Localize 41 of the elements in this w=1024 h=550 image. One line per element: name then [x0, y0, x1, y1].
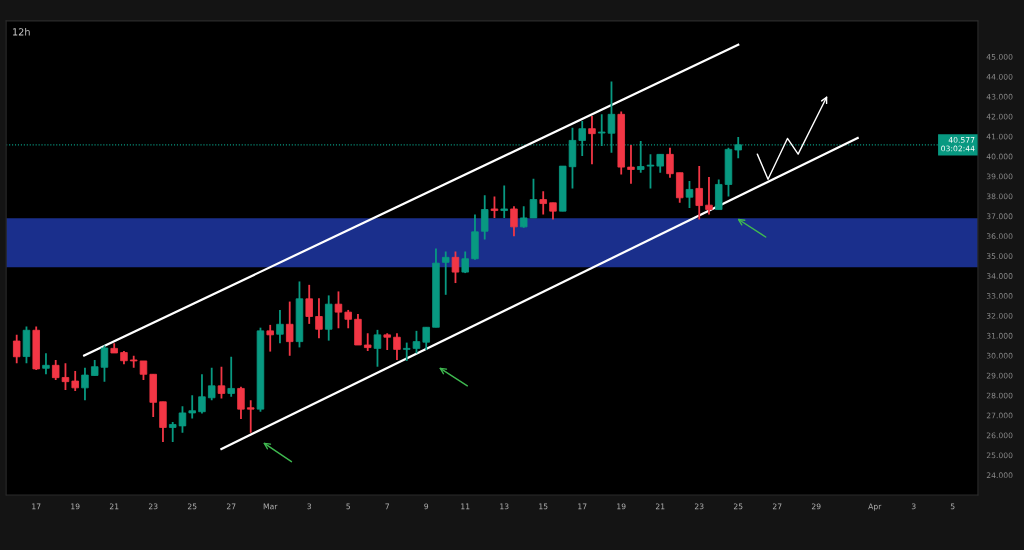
candlestick	[656, 153, 664, 174]
candlestick	[285, 300, 294, 357]
candlestick	[451, 250, 460, 284]
candlestick	[276, 309, 284, 345]
candlestick	[344, 309, 352, 330]
candlestick	[334, 290, 343, 330]
candlestick	[510, 205, 518, 238]
text: 12h	[13, 28, 30, 36]
candlestick	[237, 385, 245, 421]
candlestick	[490, 195, 499, 219]
candlestick	[529, 177, 538, 219]
candlestick	[246, 399, 255, 434]
candlestick	[412, 329, 421, 355]
candlestick	[519, 205, 528, 229]
candlestick	[266, 323, 274, 353]
candlestick	[685, 180, 694, 209]
candlestick	[12, 333, 21, 365]
candlestick	[198, 373, 206, 415]
candlestick	[393, 332, 401, 361]
candlestick	[480, 194, 489, 241]
candlestick	[315, 297, 323, 340]
candlestick	[422, 326, 430, 351]
candlestick	[705, 176, 713, 216]
candlestick	[646, 153, 655, 190]
candlestick	[402, 341, 411, 362]
candlestick	[217, 365, 226, 400]
candlestick	[666, 146, 674, 179]
candlestick	[500, 184, 508, 219]
candlestick	[627, 144, 635, 185]
candlestick	[207, 366, 216, 402]
candlestick	[539, 190, 547, 216]
candlestick	[188, 394, 196, 420]
candlestick	[71, 370, 79, 392]
candlestick	[373, 328, 382, 368]
candlestick	[227, 355, 235, 398]
candlestick	[305, 283, 313, 325]
candlestick	[441, 250, 450, 296]
candlestick	[695, 165, 703, 221]
candlestick	[42, 352, 50, 376]
candlestick	[81, 366, 89, 402]
candlestick	[588, 115, 596, 166]
